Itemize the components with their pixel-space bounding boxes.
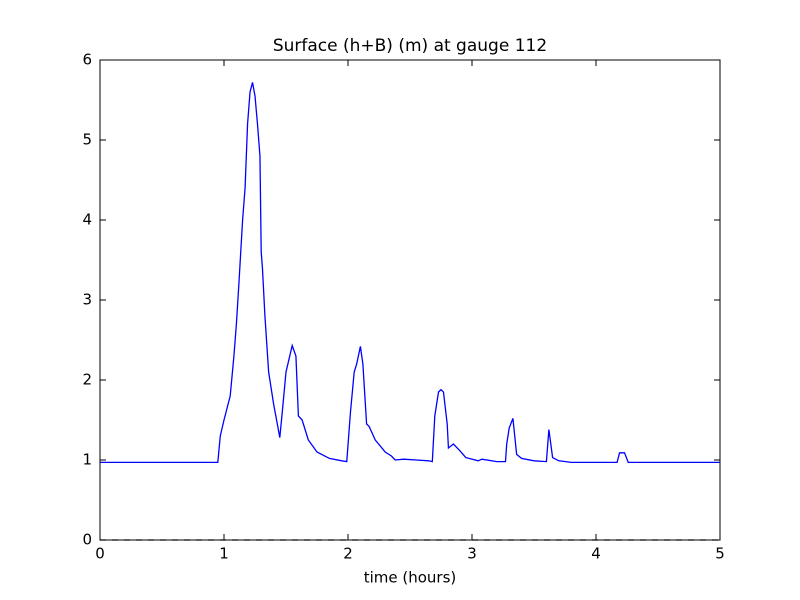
y-tick-label: 3 <box>82 291 92 309</box>
x-tick-label: 3 <box>467 545 477 563</box>
y-tick-label: 0 <box>82 531 92 549</box>
plot-frame <box>99 59 721 541</box>
x-tick-label: 5 <box>715 545 725 563</box>
data-line <box>100 82 720 464</box>
x-tick-label: 4 <box>591 545 601 563</box>
x-axis-label: time (hours) <box>364 569 457 587</box>
y-tick-label: 6 <box>82 51 92 69</box>
y-tick-label: 4 <box>82 211 92 229</box>
x-tick-label: 0 <box>95 545 105 563</box>
y-tick-label: 5 <box>82 131 92 149</box>
chart-title: Surface (h+B) (m) at gauge 112 <box>273 36 547 56</box>
x-tick-label: 2 <box>343 545 353 563</box>
y-tick-label: 2 <box>82 371 92 389</box>
y-tick-label: 1 <box>82 451 92 469</box>
x-tick-label: 1 <box>219 545 229 563</box>
